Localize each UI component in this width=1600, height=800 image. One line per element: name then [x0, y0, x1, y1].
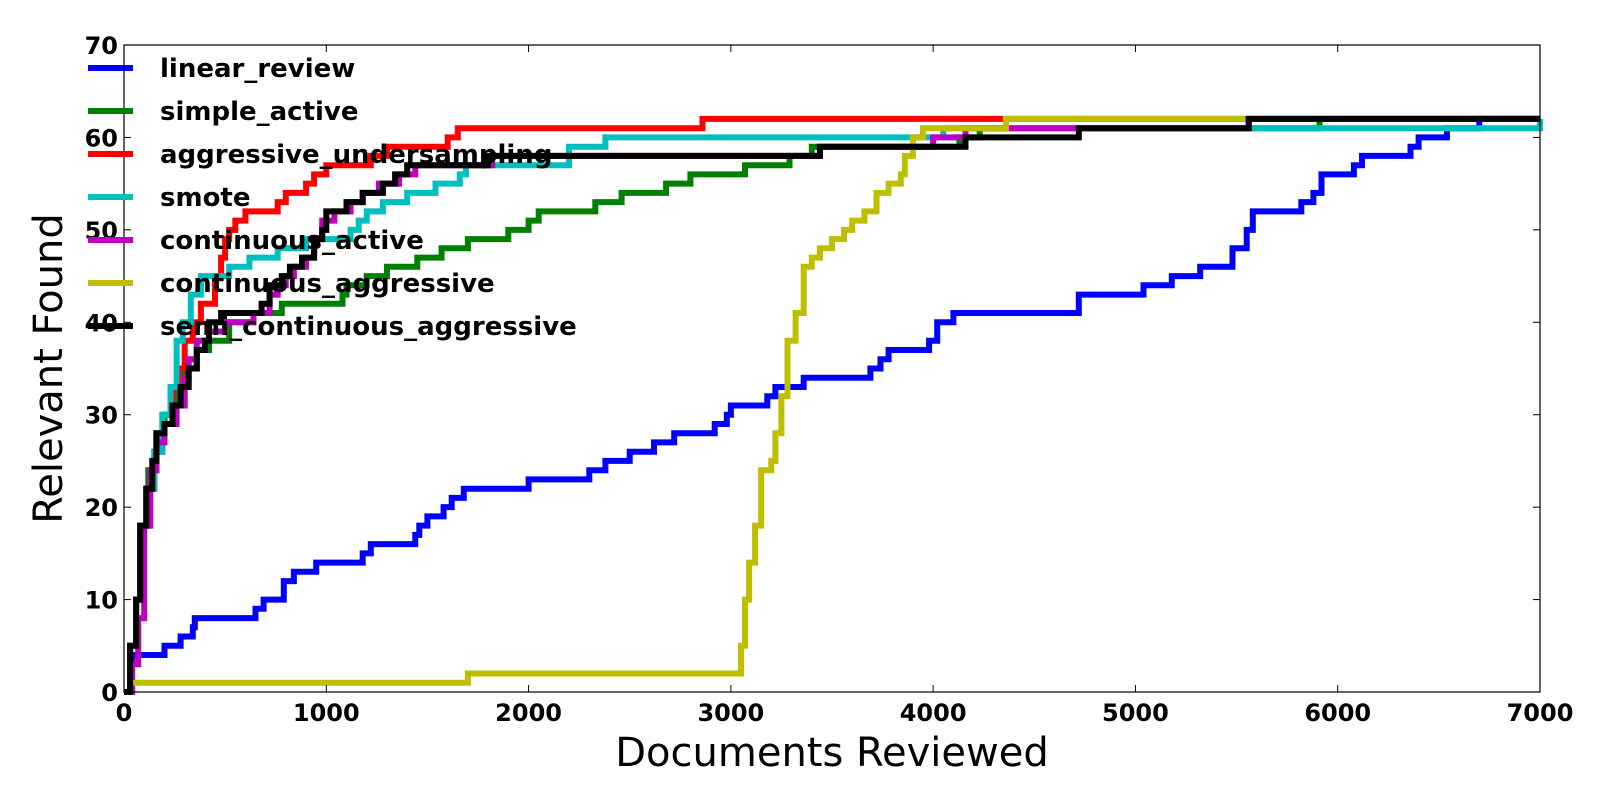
series-line-semi-continuous-aggressive — [124, 115, 1540, 695]
y-tick-label: 70 — [85, 32, 118, 60]
plot-frame — [123, 44, 1541, 693]
series-layer — [124, 115, 1543, 695]
y-tick-label: 60 — [85, 124, 118, 152]
x-tick-label: 5000 — [1102, 699, 1169, 727]
series-line-continuous-aggressive — [124, 115, 1540, 695]
y-tick-label: 30 — [85, 402, 118, 430]
series-line-aggressive-undersampling — [124, 115, 1540, 695]
ticks-layer: 0100020003000400050006000700001020304050… — [85, 32, 1574, 727]
y-tick-label: 20 — [85, 494, 118, 522]
legend-label: simple_active — [160, 97, 359, 127]
series-line-simple-active — [124, 115, 1540, 695]
x-tick-label: 7000 — [1507, 699, 1574, 727]
x-tick-label: 4000 — [900, 699, 967, 727]
x-axis-label: Documents Reviewed — [615, 730, 1049, 776]
legend-label: continuous_aggressive — [160, 269, 495, 299]
series-line-linear-review — [124, 115, 1540, 695]
x-tick-label: 2000 — [495, 699, 562, 727]
series-line-smote — [124, 118, 1543, 695]
legend-label: linear_review — [160, 54, 355, 84]
x-tick-label: 0 — [116, 699, 133, 727]
legend: linear_review simple_active aggressive_und… — [88, 54, 577, 342]
x-tick-label: 1000 — [293, 699, 360, 727]
legend-label: aggressive_undersampling — [160, 140, 552, 170]
x-tick-label: 3000 — [697, 699, 764, 727]
series-line-continuous-active — [124, 115, 1540, 695]
legend-label: semi_continuous_aggressive — [160, 312, 577, 342]
legend-label: continuous_active — [160, 226, 424, 256]
y-axis-label: Relevant Found — [26, 213, 72, 523]
y-tick-label: 0 — [101, 679, 118, 707]
x-tick-label: 6000 — [1304, 699, 1371, 727]
y-tick-label: 10 — [85, 587, 118, 615]
legend-label: smote — [160, 183, 251, 213]
